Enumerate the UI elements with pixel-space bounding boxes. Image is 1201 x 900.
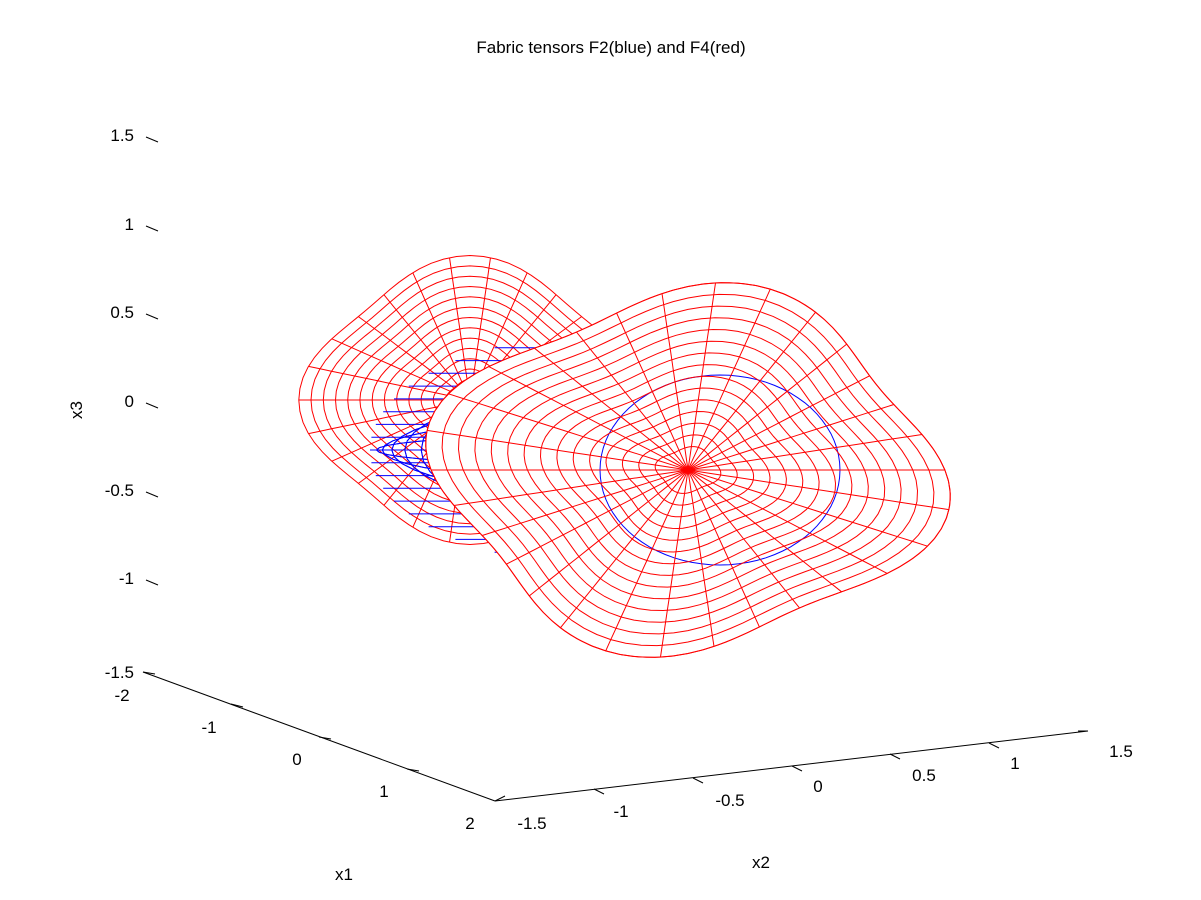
x1-axis-line bbox=[142, 671, 496, 802]
x3-tick-label: 0 bbox=[125, 392, 134, 411]
chart-title: Fabric tensors F2(blue) and F4(red) bbox=[476, 38, 745, 57]
f4-parallel bbox=[507, 340, 869, 600]
x1-tick-mark bbox=[406, 768, 420, 772]
x2-tick-mark bbox=[889, 753, 901, 760]
x1-tick-label: 1 bbox=[379, 782, 388, 801]
x2-axis-line bbox=[494, 730, 1089, 802]
f4-parallel bbox=[572, 387, 804, 553]
x1-tick-mark bbox=[318, 736, 332, 740]
x2-tick-label: 1 bbox=[1010, 754, 1019, 773]
f4-parallel bbox=[425, 282, 951, 658]
x3-tick-mark bbox=[145, 491, 159, 498]
f4-parallel bbox=[457, 305, 919, 635]
f4-parallel bbox=[523, 352, 853, 588]
f4-parallel bbox=[621, 422, 755, 518]
x3-tick-label: 1.5 bbox=[110, 126, 134, 145]
f4-parallel bbox=[539, 364, 837, 576]
x2-tick-label: -1 bbox=[613, 802, 628, 821]
x3-tick-label: 0.5 bbox=[110, 303, 134, 322]
x3-tick-mark bbox=[145, 225, 159, 232]
x3-tick-mark bbox=[145, 313, 159, 320]
x1-tick-label: -1 bbox=[201, 718, 216, 737]
mesh-layer bbox=[298, 254, 951, 658]
x1-tick-label: 2 bbox=[465, 814, 474, 833]
x2-tick-mark bbox=[593, 788, 605, 795]
x3-tick-label: 1 bbox=[125, 215, 134, 234]
x2-tick-label: -1.5 bbox=[517, 814, 546, 833]
x3-tick-mark bbox=[145, 579, 159, 586]
x2-tick-mark bbox=[988, 742, 1000, 749]
x3-tick-label: -1 bbox=[119, 569, 134, 588]
x2-tick-mark bbox=[791, 765, 803, 772]
f4-parallel bbox=[490, 328, 886, 612]
x1-tick-label: 0 bbox=[292, 750, 301, 769]
x3-tick-mark bbox=[145, 136, 159, 143]
x2-axis-label: x2 bbox=[752, 853, 770, 872]
f4-parallel bbox=[556, 375, 820, 565]
x2-tick-label: 0 bbox=[813, 777, 822, 796]
x2-tick-mark bbox=[494, 795, 506, 802]
f4-parallel bbox=[474, 317, 902, 623]
f4-parallel bbox=[654, 446, 722, 494]
x3-axis-label: x3 bbox=[67, 401, 86, 419]
x3-tick-label: -1.5 bbox=[105, 663, 134, 682]
f4-parallel bbox=[589, 399, 787, 541]
f4-parallel bbox=[638, 434, 738, 506]
x1-tick-mark bbox=[230, 703, 244, 708]
x1-axis: -2 -1 0 1 2 x1 bbox=[114, 671, 496, 884]
x1-tick-label: -2 bbox=[114, 686, 129, 705]
f4-front-surface bbox=[425, 282, 951, 658]
x2-tick-label: 0.5 bbox=[912, 766, 936, 785]
x1-axis-label: x1 bbox=[335, 865, 353, 884]
x2-tick-label: -0.5 bbox=[715, 791, 744, 810]
x1-tick-mark bbox=[142, 671, 156, 675]
x2-tick-mark bbox=[692, 777, 704, 784]
f4-parallel bbox=[605, 410, 771, 530]
x2-axis: -1.5 -1 -0.5 0 0.5 1 1.5 x2 bbox=[494, 730, 1133, 872]
f4-parallel bbox=[441, 293, 935, 647]
x3-tick-mark bbox=[145, 402, 159, 409]
x2-tick-label: 1.5 bbox=[1109, 742, 1133, 761]
x3-tick-label: -0.5 bbox=[105, 481, 134, 500]
x3-axis: 1.5 1 0.5 0 -0.5 -1 -1.5 x3 bbox=[67, 126, 159, 682]
